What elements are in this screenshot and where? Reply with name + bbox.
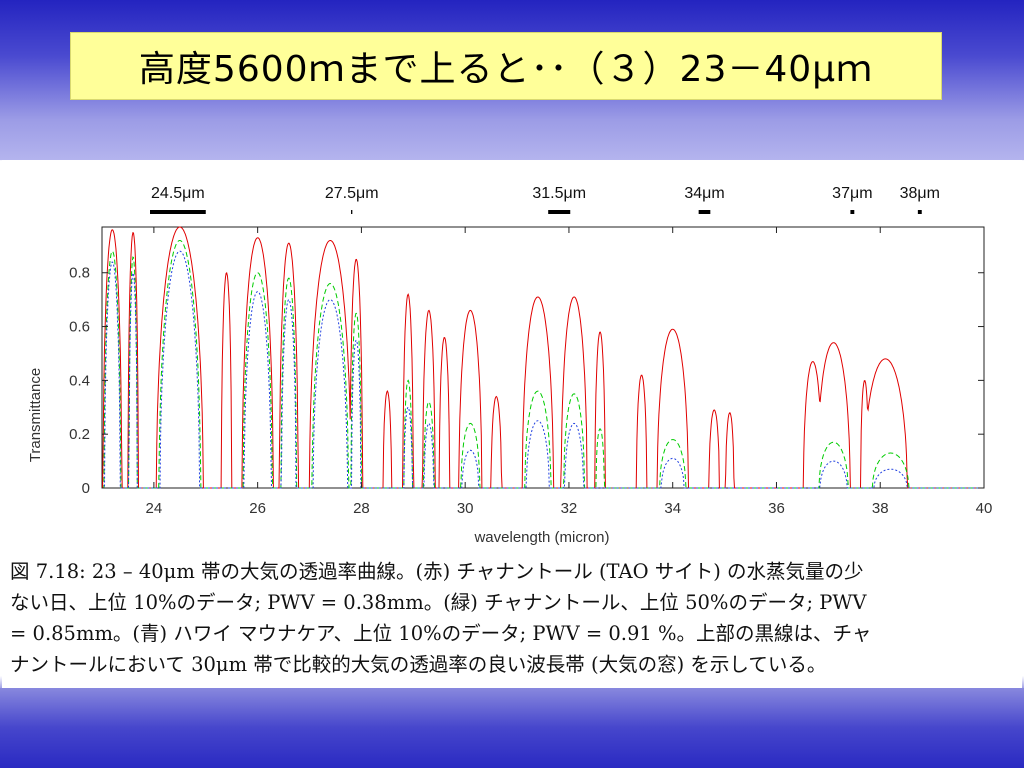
slide-title-text: 高度5600ｍまで上ると･･（３）23－40μｍ — [138, 49, 874, 90]
plot-area: 24 26 28 30 32 34 36 38 40 0 0.2 0.4 0.6 0.8 — [69, 226, 993, 517]
caption-line-2: ない日、上位 10%のデータ; PWV = 0.38mm。(緑) チャナントール… — [10, 591, 867, 614]
x-tick-label: 34 — [664, 500, 681, 517]
x-tick-label: 38 — [872, 500, 889, 517]
window-label: 31.5μm — [532, 185, 586, 202]
window-label: 27.5μm — [325, 185, 379, 202]
caption-line-4: ナントールにおいて 30μm 帯で比較的大気の透過率の良い波長帯 (大気の窓) … — [10, 653, 827, 676]
x-axis-label: wavelength (micron) — [473, 529, 609, 546]
caption-line-1: 図 7.18: 23 – 40μm 帯の大気の透過率曲線。(赤) チャナントール… — [10, 560, 864, 583]
slide-title: 高度5600ｍまで上ると･･（３）23－40μｍ — [70, 32, 942, 100]
x-tick-label: 28 — [353, 500, 370, 517]
y-tick-label: 0 — [82, 480, 90, 497]
transmittance-chart: 24.5μm 27.5μm 31.5μm 34μm 37μm 38μm 24 26 28 30 3… — [27, 185, 993, 546]
figure-caption: 図 7.18: 23 – 40μm 帯の大気の透過率曲線。(赤) チャナントール… — [10, 556, 1016, 680]
window-label: 37μm — [832, 185, 872, 202]
y-tick-label: 0.6 — [69, 319, 90, 336]
plot-frame — [101, 226, 985, 489]
y-axis-label: Transmittance — [27, 368, 44, 462]
window-label: 34μm — [684, 185, 724, 202]
x-tick-label: 32 — [561, 500, 578, 517]
caption-line-3: = 0.85mm。(青) ハワイ マウナケア、上位 10%のデータ; PWV =… — [10, 622, 872, 645]
x-tick-label: 36 — [768, 500, 785, 517]
slide-footer-background — [0, 688, 1024, 768]
window-label: 38μm — [900, 185, 940, 202]
x-tick-label: 30 — [457, 500, 474, 517]
y-tick-label: 0.2 — [69, 426, 90, 443]
x-tick-label: 24 — [146, 500, 163, 517]
atmospheric-windows: 24.5μm 27.5μm 31.5μm 34μm 37μm 38μm — [150, 185, 940, 214]
x-tick-label: 26 — [249, 500, 266, 517]
figure-panel: 24.5μm 27.5μm 31.5μm 34μm 37μm 38μm 24 26 28 30 3… — [2, 160, 1022, 688]
series-line-2 — [102, 240, 984, 489]
y-tick-label: 0.8 — [69, 265, 90, 282]
window-label: 24.5μm — [151, 185, 205, 202]
series-line-1 — [102, 226, 984, 489]
x-tick-label: 40 — [976, 500, 993, 517]
y-tick-label: 0.4 — [69, 372, 90, 389]
